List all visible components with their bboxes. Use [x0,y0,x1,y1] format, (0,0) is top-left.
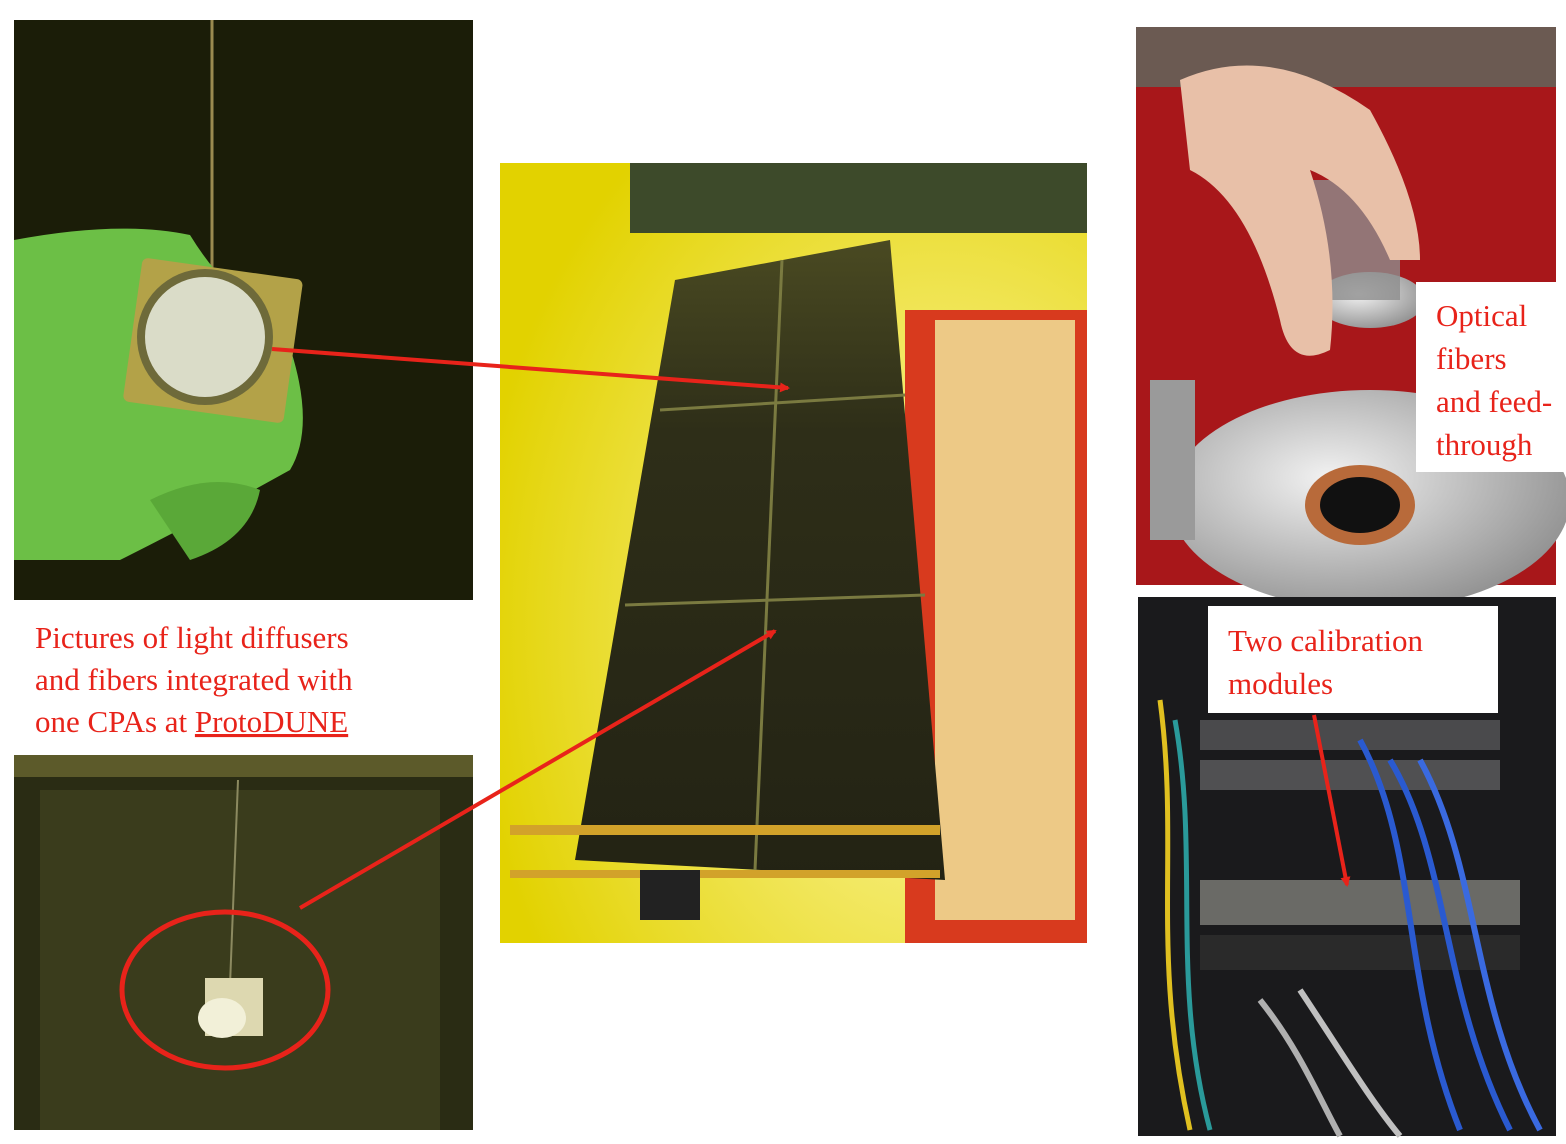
arrow [1312,714,1351,887]
caption-line: one CPAs at [35,704,188,739]
photo-rack: Two calibration modules [1138,597,1556,1138]
arrow [298,629,777,910]
caption-line: Pictures of light diffusers [35,620,349,655]
caption-line: through [1436,427,1533,462]
photo-diffuser [14,20,473,600]
caption-line: fibers [1436,341,1507,376]
caption-left: Pictures of light diffusers and fibers i… [35,620,353,739]
photo-diffuser-mounted [14,755,473,1130]
photo-feedthrough: Optical fibers and feed- through [1136,27,1566,610]
caption-line: Optical [1436,298,1527,333]
photo-cpa [500,163,1087,943]
caption-line: Two calibration [1228,623,1423,658]
arrows [271,347,1351,910]
caption-line: modules [1228,666,1333,701]
arrow [271,347,790,393]
caption-line: and feed- [1436,384,1552,419]
caption-line: ProtoDUNE [195,704,348,739]
caption-line: and fibers integrated with [35,662,353,697]
caption-line: one CPAs at ProtoDUNE [35,704,348,739]
